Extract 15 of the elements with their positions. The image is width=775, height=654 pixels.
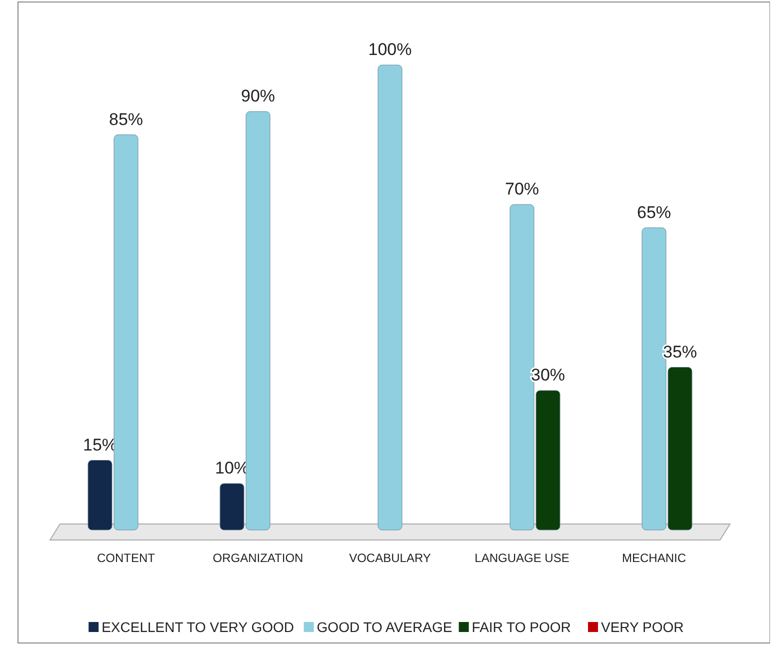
data-label: 70% [504, 180, 540, 198]
data-label: 90% [240, 86, 276, 106]
x-tick-label: CONTENT [97, 551, 156, 565]
bar [378, 64, 402, 530]
legend-label: FAIR TO POOR [472, 619, 571, 635]
data-label: 65% [636, 202, 672, 222]
legend-label: VERY POOR [601, 619, 684, 635]
data-label: 100% [368, 40, 412, 59]
x-tick-label: LANGUAGE USE [474, 551, 570, 565]
x-tick-label: MECHANIC [622, 551, 686, 565]
x-tick-label: ORGANIZATION [212, 551, 304, 565]
legend-label: EXCELLENT TO VERY GOOD [102, 619, 294, 635]
legend-label: GOOD TO AVERAGE [316, 619, 452, 635]
x-tick-label: VOCABULARY [349, 551, 431, 565]
data-label: 85% [108, 110, 144, 129]
